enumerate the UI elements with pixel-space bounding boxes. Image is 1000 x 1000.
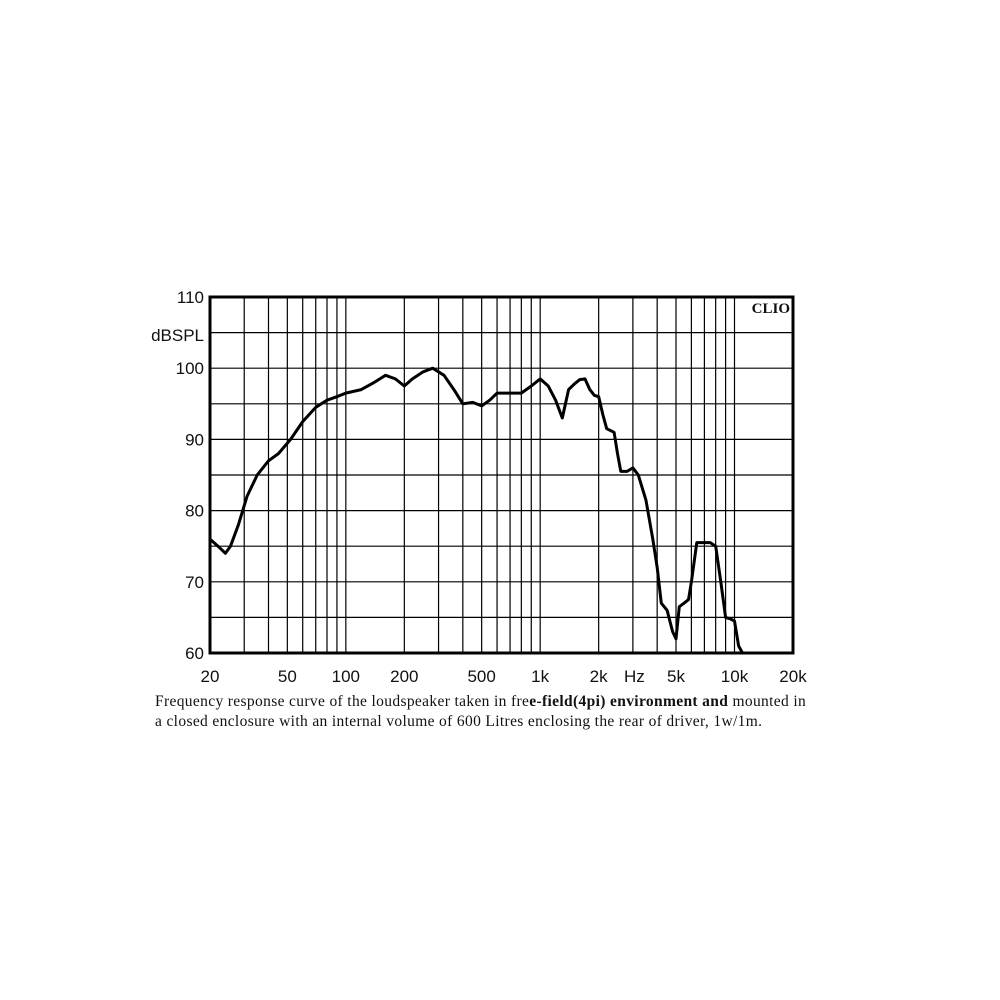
y-tick-label: 90 [185,430,204,449]
x-tick-labels: 20 50 100 200 500 1k 2k 5k 10k 20k [201,667,808,686]
caption-line-1-part-a: Frequency response curve of the loudspea… [155,693,530,710]
x-tick-label: 20 [201,667,220,686]
caption-line-2: a closed enclosure with an internal volu… [155,713,763,730]
caption-line-1-part-b: e-field(4pi) environment and [529,693,729,710]
y-tick-labels: 60 70 80 90 100 110 [176,288,204,663]
x-tick-label: 100 [332,667,360,686]
x-tick-label: 10k [721,667,749,686]
y-tick-label: 80 [185,502,204,521]
x-tick-label: 500 [467,667,495,686]
plot-frame [208,295,795,655]
clio-brand-label: CLIO [752,301,790,317]
x-tick-label: 20k [779,667,807,686]
y-tick-label: 70 [185,573,204,592]
horizontal-gridlines [210,332,793,619]
x-tick-label: 5k [667,667,685,686]
x-tick-label: 50 [278,667,297,686]
caption-line-1: Frequency response curve of the loudspea… [155,692,875,712]
y-axis-label: dBSPL [151,326,204,345]
y-tick-label: 100 [176,359,204,378]
y-tick-label: 110 [177,288,204,307]
x-axis-label: Hz [624,667,645,686]
y-tick-label: 60 [185,644,204,663]
caption-line-1-part-c: mounted in [728,693,807,710]
series-line [208,366,744,655]
figure-caption: Frequency response curve of the loudspea… [155,692,875,732]
x-tick-label: 1k [531,667,549,686]
x-tick-label: 2k [590,667,608,686]
x-tick-label: 200 [390,667,418,686]
